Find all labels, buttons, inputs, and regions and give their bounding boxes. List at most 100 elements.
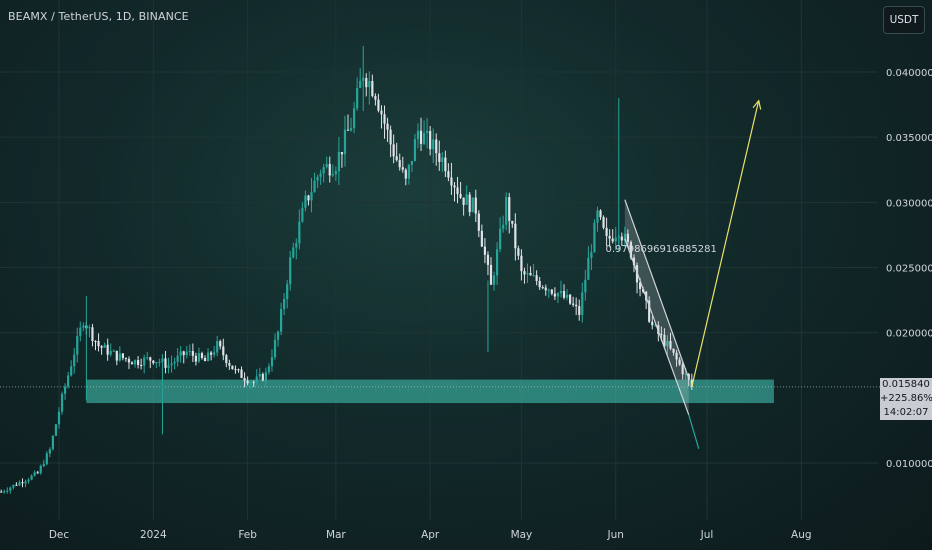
candle-body bbox=[304, 195, 307, 208]
candle-body bbox=[97, 341, 100, 347]
candle-body bbox=[535, 275, 538, 281]
candle-body bbox=[340, 152, 344, 155]
candle-body bbox=[203, 357, 207, 362]
candle-body bbox=[197, 353, 201, 362]
candle-body bbox=[523, 271, 526, 275]
candle-body bbox=[675, 352, 678, 360]
candle-body bbox=[648, 300, 651, 322]
candle-body bbox=[334, 171, 337, 175]
candle-body bbox=[511, 220, 514, 224]
candle-body bbox=[489, 264, 493, 285]
candle-body bbox=[429, 130, 432, 150]
candle-body bbox=[39, 466, 42, 474]
candle-body bbox=[483, 246, 487, 255]
candle-body bbox=[459, 194, 462, 198]
candle-body bbox=[520, 255, 523, 272]
candle-body bbox=[258, 373, 261, 377]
candle-body bbox=[176, 355, 179, 362]
candle-body bbox=[173, 361, 176, 364]
candle-body bbox=[200, 353, 204, 358]
candle-body bbox=[663, 334, 666, 347]
candle-body bbox=[67, 375, 70, 387]
candle-body bbox=[410, 160, 414, 165]
candle-body bbox=[651, 321, 654, 326]
candle-body bbox=[572, 303, 575, 305]
candle-body bbox=[626, 233, 630, 242]
candle-body bbox=[471, 197, 474, 213]
symbol-title[interactable]: BEAMX / TetherUS, 1D, BINANCE bbox=[8, 10, 189, 23]
candle-body bbox=[660, 333, 663, 335]
x-tick-label: Aug bbox=[791, 529, 812, 541]
candle-body bbox=[462, 197, 465, 205]
projection-arrow-line bbox=[691, 100, 760, 388]
candle-body bbox=[526, 273, 529, 275]
candle-body bbox=[541, 287, 544, 289]
candle-body bbox=[12, 484, 15, 488]
candle-body bbox=[48, 449, 51, 454]
candle-body bbox=[416, 130, 420, 140]
candle-body bbox=[374, 96, 377, 100]
candle-body bbox=[194, 355, 198, 362]
channel-extension-line bbox=[688, 414, 700, 449]
candle-body bbox=[672, 348, 675, 353]
candle-body bbox=[51, 435, 55, 450]
candle-body bbox=[216, 341, 219, 353]
candle-body bbox=[106, 344, 109, 355]
candle-body bbox=[377, 99, 380, 111]
candle-body bbox=[495, 249, 499, 276]
candle-body bbox=[210, 352, 213, 355]
candle-body bbox=[63, 386, 67, 394]
y-tick-label: 0.040000 bbox=[886, 68, 932, 79]
candle-body bbox=[611, 238, 614, 242]
change-percent-tag: +225.86% bbox=[880, 392, 932, 406]
candle-body bbox=[228, 363, 231, 366]
candle-body bbox=[24, 481, 27, 484]
candle-body bbox=[666, 340, 669, 347]
candle-body bbox=[365, 77, 368, 88]
candle-body bbox=[115, 350, 118, 361]
candle-body bbox=[404, 169, 407, 179]
candle-body bbox=[392, 144, 395, 157]
candle-body bbox=[45, 453, 48, 465]
candle-body bbox=[213, 352, 216, 355]
candle-body bbox=[140, 364, 143, 366]
y-tick-label: 0.010000 bbox=[886, 459, 932, 470]
candle-body bbox=[550, 289, 553, 294]
candle-body bbox=[310, 192, 313, 201]
y-tick-label: 0.035000 bbox=[886, 133, 932, 144]
candle-body bbox=[480, 230, 483, 247]
candle-body bbox=[307, 195, 310, 201]
candle-body bbox=[243, 377, 246, 381]
candle-body bbox=[136, 360, 140, 365]
candle-body bbox=[474, 197, 477, 214]
candle-body bbox=[170, 363, 173, 366]
candle-body bbox=[389, 129, 392, 145]
candle-body bbox=[407, 164, 410, 179]
candle-body bbox=[103, 344, 106, 348]
candle-body bbox=[33, 472, 36, 476]
candle-body bbox=[319, 173, 322, 177]
candle-body bbox=[602, 217, 605, 228]
candle-body bbox=[499, 228, 502, 250]
channel-annotation-label: 0.9798696916885281 bbox=[605, 244, 716, 255]
candle-body bbox=[112, 350, 115, 352]
candle-body bbox=[298, 221, 301, 244]
candle-body bbox=[270, 357, 274, 367]
candle-body bbox=[486, 254, 490, 265]
candle-body bbox=[158, 361, 161, 363]
candle-body bbox=[328, 164, 331, 176]
candle-body bbox=[255, 376, 258, 383]
candle-body bbox=[678, 359, 681, 365]
candle-body bbox=[444, 157, 447, 172]
currency-button[interactable]: USDT bbox=[883, 6, 925, 34]
candle-body bbox=[313, 180, 316, 193]
candle-body bbox=[182, 351, 185, 356]
channel-lower-line bbox=[624, 238, 690, 415]
candle-body bbox=[164, 358, 167, 368]
candle-body bbox=[331, 174, 334, 176]
x-tick-label: Jul bbox=[700, 529, 714, 541]
candle-body bbox=[9, 487, 12, 491]
candle-body bbox=[152, 360, 155, 364]
